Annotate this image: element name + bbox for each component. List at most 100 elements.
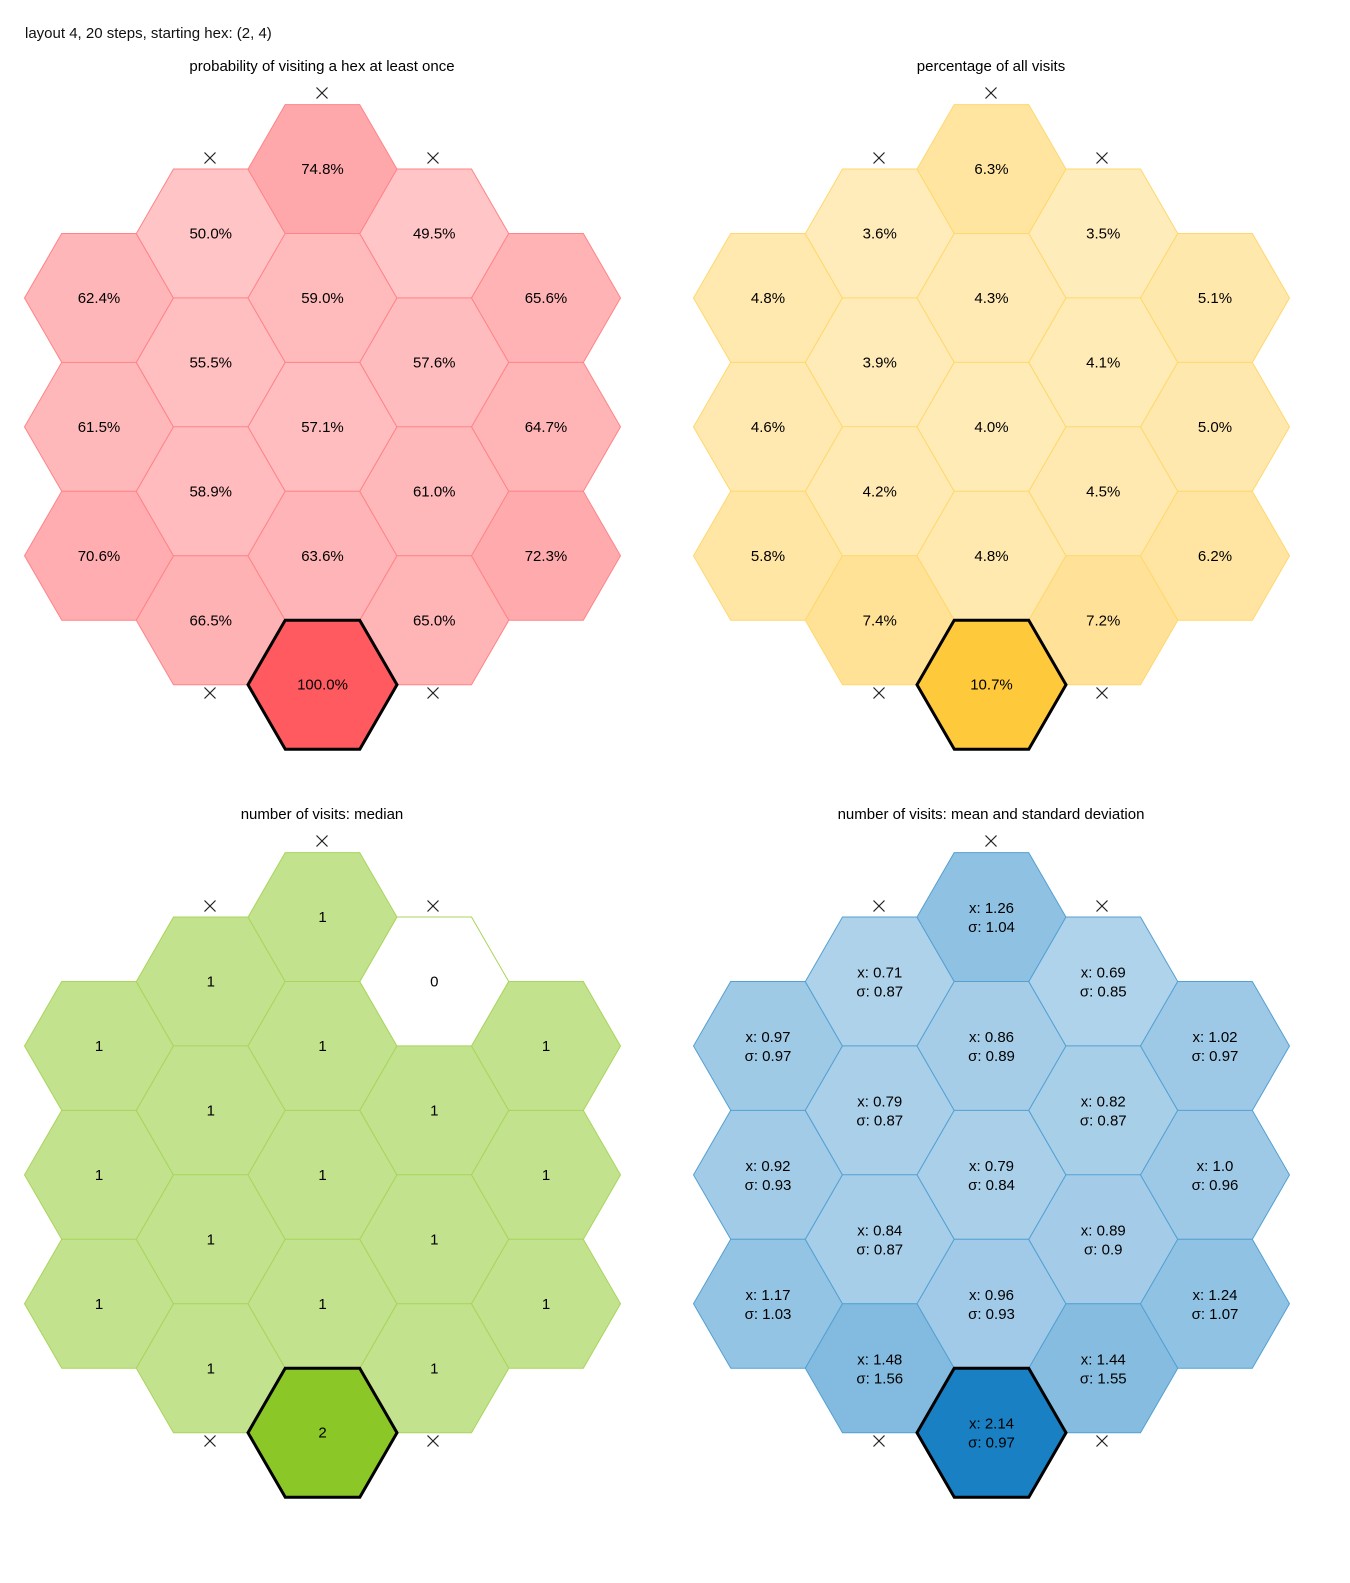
hex-value-label: 65.6% (525, 290, 568, 307)
hex-value-label: 6.3% (974, 161, 1008, 178)
hex-std-label: σ: 0.87 (1080, 1112, 1127, 1129)
hex-std-label: σ: 0.93 (745, 1177, 792, 1194)
hex-value-label: 1 (318, 909, 326, 926)
chart-title: number of visits: mean and standard devi… (838, 806, 1145, 823)
hex-value-label: x: 0.79 (969, 1158, 1014, 1175)
blocked-edge-mark (427, 687, 439, 699)
hex-value-label: x: 0.92 (745, 1158, 790, 1175)
hex-value-label: x: 1.0 (1197, 1158, 1234, 1175)
hex-value-label: x: 1.17 (745, 1287, 790, 1304)
blocked-edge-mark (316, 87, 328, 99)
hex-value-label: 1 (207, 1360, 215, 1377)
hex-std-label: σ: 0.87 (856, 1241, 903, 1258)
hex-value-label: x: 1.44 (1081, 1351, 1126, 1368)
panel-mean-std-visits: number of visits: mean and standard devi… (669, 798, 1329, 1518)
hex-std-label: σ: 0.87 (856, 984, 903, 1001)
hex-value-label: 10.7% (970, 677, 1013, 694)
hex-value-label: 72.3% (525, 548, 568, 565)
hex-value-label: 2 (318, 1425, 326, 1442)
hex-value-label: 5.8% (751, 548, 785, 565)
hex-value-label: x: 1.48 (857, 1351, 902, 1368)
hex-value-label: 1 (207, 1102, 215, 1119)
blocked-edge-mark (1096, 900, 1108, 912)
start-hex (915, 618, 1068, 751)
hex-value-label: 4.0% (974, 419, 1008, 436)
hex-std-label: σ: 0.97 (968, 1435, 1015, 1452)
chart-title: probability of visiting a hex at least o… (189, 58, 454, 75)
hex-value-label: 61.5% (78, 419, 121, 436)
blocked-edge-mark (985, 835, 997, 847)
panel-visit-percentage: percentage of all visits 4.8% 4.6% 5.8% 3.6%… (669, 50, 1329, 770)
hex-value-label: 4.8% (751, 290, 785, 307)
blocked-edge-mark (204, 1435, 216, 1447)
blocked-edge-mark (316, 835, 328, 847)
hex-value-label: 1 (318, 1296, 326, 1313)
hex-value-label: x: 1.02 (1192, 1029, 1237, 1046)
hex-value-label: 5.1% (1198, 290, 1232, 307)
hex-value-label: 1 (95, 1167, 103, 1184)
hex-value-label: 1 (542, 1038, 550, 1055)
hex-value-label: 55.5% (189, 354, 232, 371)
hex-value-label: 1 (430, 1102, 438, 1119)
hex-value-label: x: 0.86 (969, 1029, 1014, 1046)
hex-std-label: σ: 0.96 (1192, 1177, 1239, 1194)
hex-std-label: σ: 1.07 (1192, 1306, 1239, 1323)
blocked-edge-mark (873, 152, 885, 164)
hex-std-label: σ: 1.04 (968, 919, 1015, 936)
hex-cell (470, 490, 622, 621)
hex-std-label: σ: 0.93 (968, 1306, 1015, 1323)
hex-std-label: σ: 0.85 (1080, 984, 1127, 1001)
hex-value-label: 4.8% (974, 548, 1008, 565)
hex-value-label: x: 0.97 (745, 1029, 790, 1046)
hex-value-label: 100.0% (297, 677, 348, 694)
hex-value-label: x: 0.79 (857, 1093, 902, 1110)
start-hex (915, 1366, 1068, 1499)
hex-value-label: 50.0% (189, 226, 232, 243)
blocked-edge-mark (873, 687, 885, 699)
chart-title: percentage of all visits (917, 58, 1065, 75)
hex-value-label: 49.5% (413, 226, 456, 243)
hex-value-label: 4.2% (863, 483, 897, 500)
hex-value-label: 63.6% (301, 548, 344, 565)
hex-value-label: 6.2% (1198, 548, 1232, 565)
hex-std-label: σ: 1.55 (1080, 1370, 1127, 1387)
hex-std-label: σ: 0.9 (1084, 1241, 1122, 1258)
hex-value-label: 5.0% (1198, 419, 1232, 436)
blocked-edge-mark (427, 152, 439, 164)
hex-cell (470, 1238, 622, 1369)
hex-std-label: σ: 0.97 (1192, 1048, 1239, 1065)
hex-value-label: 57.6% (413, 354, 456, 371)
hex-value-label: 4.1% (1086, 354, 1120, 371)
hex-value-label: 3.6% (863, 226, 897, 243)
hex-value-label: 1 (318, 1167, 326, 1184)
blocked-edge-mark (873, 1435, 885, 1447)
blocked-edge-mark (204, 687, 216, 699)
hex-chart-svg: number of visits: median 1 1 1 1 1 1 1 1 1 1 1 2 0 1 1 1… (23, 806, 622, 1499)
blocked-edge-mark (1096, 687, 1108, 699)
hex-value-label: 66.5% (189, 612, 232, 629)
blocked-edge-mark (427, 900, 439, 912)
hex-std-label: σ: 0.89 (968, 1048, 1015, 1065)
start-hex (246, 1366, 399, 1499)
hex-chart-svg: percentage of all visits 4.8% 4.6% 5.8% 3.6%… (692, 58, 1291, 751)
hex-value-label: 1 (430, 1231, 438, 1248)
hex-chart-svg: probability of visiting a hex at least o… (23, 58, 622, 751)
hex-value-label: x: 2.14 (969, 1416, 1014, 1433)
hex-value-label: 64.7% (525, 419, 568, 436)
hex-cell (1139, 490, 1291, 621)
hex-value-label: 59.0% (301, 290, 344, 307)
hex-value-label: 3.5% (1086, 226, 1120, 243)
hex-value-label: 70.6% (78, 548, 121, 565)
blocked-edge-mark (873, 900, 885, 912)
hex-value-label: 3.9% (863, 354, 897, 371)
hex-value-label: 1 (430, 1360, 438, 1377)
blocked-edge-mark (1096, 152, 1108, 164)
hex-value-label: 4.3% (974, 290, 1008, 307)
hex-value-label: 1 (95, 1296, 103, 1313)
hex-value-label: 1 (95, 1038, 103, 1055)
hex-value-label: x: 0.69 (1081, 965, 1126, 982)
hex-value-label: 1 (318, 1038, 326, 1055)
hex-value-label: 1 (542, 1296, 550, 1313)
panel-visit-probability: probability of visiting a hex at least o… (0, 50, 660, 770)
hex-value-label: 7.4% (863, 612, 897, 629)
